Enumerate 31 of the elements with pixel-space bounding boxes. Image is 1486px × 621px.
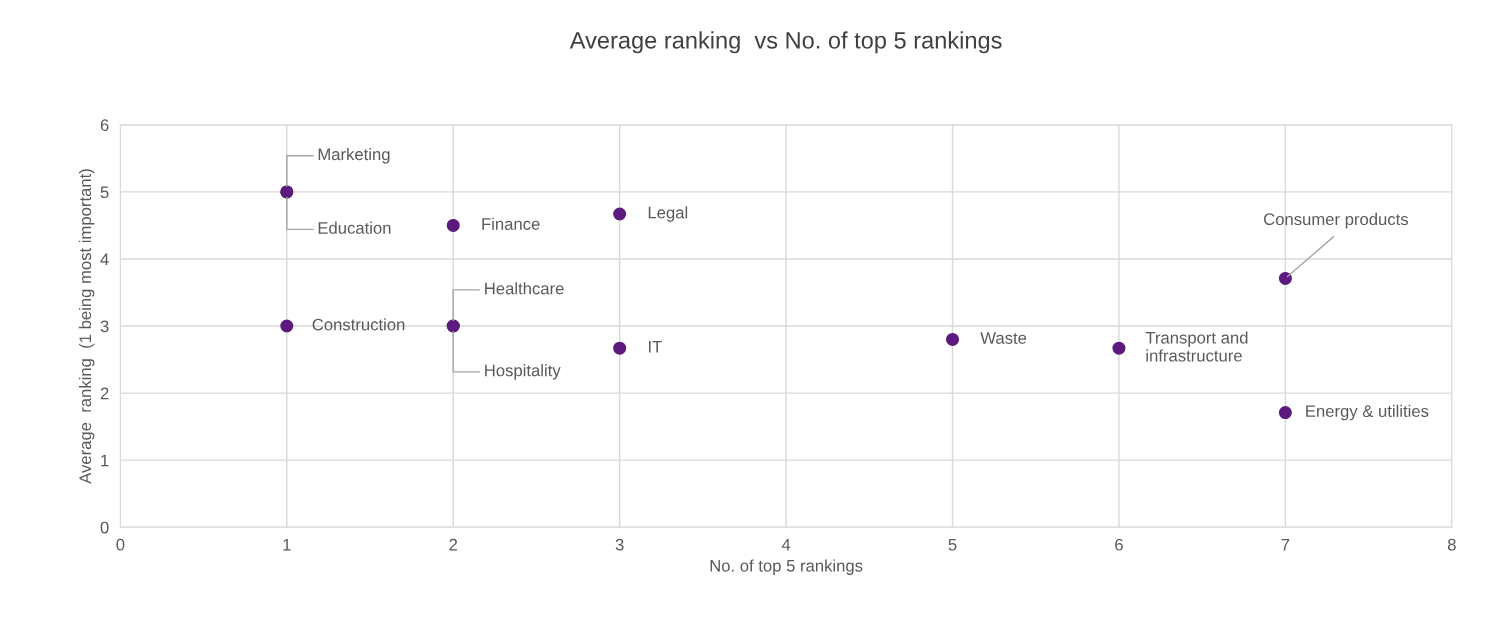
x-tick-label: 3 xyxy=(615,538,624,551)
annotation: Energy & utilities xyxy=(1306,404,1429,421)
chart-title: Average ranking vs No. of top 5 rankings xyxy=(569,31,1002,54)
y-tick-label: 0 xyxy=(100,521,109,534)
annotation: Finance xyxy=(482,217,540,230)
x-tick-label: 5 xyxy=(948,538,957,551)
y-axis-title: Average ranking (1 being most important) xyxy=(78,169,95,484)
x-tick-label: 7 xyxy=(1281,538,1290,551)
x-tick-label: 2 xyxy=(449,538,458,551)
annotation: Education xyxy=(318,221,391,234)
x-tick-label: 4 xyxy=(781,538,791,551)
annotation: Transport and infrastructure xyxy=(1145,331,1248,362)
annotation: Marketing xyxy=(318,148,390,164)
y-tick-label: 2 xyxy=(100,387,109,400)
y-tick-label: 5 xyxy=(100,186,109,199)
annotation: IT xyxy=(648,341,662,353)
y-tick-label: 4 xyxy=(100,253,109,265)
annotation: Healthcare xyxy=(485,282,564,295)
annotation: Consumer products xyxy=(1264,212,1408,229)
annotation: Construction xyxy=(312,318,405,331)
y-tick-label: 3 xyxy=(100,320,109,333)
annotation: Waste xyxy=(980,332,1027,344)
x-tick-label: 0 xyxy=(116,538,125,551)
y-tick-label: 1 xyxy=(101,454,109,467)
y-tick-label: 6 xyxy=(100,119,109,132)
annotation: Legal xyxy=(648,206,688,222)
annotation: Hospitality xyxy=(485,364,561,380)
x-tick-label: 6 xyxy=(1115,538,1123,551)
x-tick-label: 1 xyxy=(283,538,291,551)
x-axis-title: No. of top 5 rankings xyxy=(710,559,863,575)
x-tick-label: 8 xyxy=(1447,538,1456,551)
